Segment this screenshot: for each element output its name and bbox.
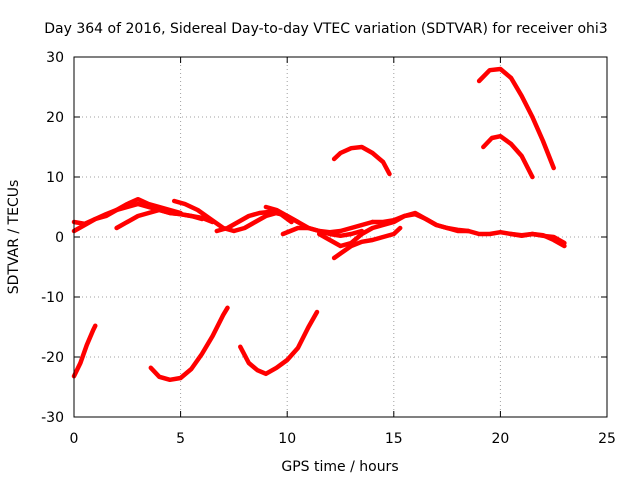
axis-ticks: 0 5 10 15 20 25 -30 -20 -10 0 10 20 30 bbox=[41, 50, 616, 447]
x-tick-label: 20 bbox=[491, 431, 509, 447]
x-tick-label: 5 bbox=[176, 431, 185, 447]
y-axis-label: SDTVAR / TECUs bbox=[6, 180, 22, 295]
y-tick-label: 20 bbox=[46, 110, 64, 126]
series-arc-6 bbox=[114, 207, 205, 231]
x-tick-label: 15 bbox=[385, 431, 403, 447]
series-layer bbox=[71, 66, 567, 383]
x-tick-label: 0 bbox=[70, 431, 79, 447]
x-axis-label: GPS time / hours bbox=[281, 459, 398, 475]
grid bbox=[74, 57, 607, 417]
y-tick-label: -20 bbox=[41, 350, 64, 366]
series-arc-10 bbox=[280, 225, 365, 239]
series-arc-15 bbox=[331, 144, 392, 177]
chart-title: Day 364 of 2016, Sidereal Day-to-day VTE… bbox=[44, 21, 607, 37]
series-arc-2 bbox=[148, 305, 230, 383]
series-arc-16 bbox=[476, 66, 556, 171]
series-arc-5 bbox=[71, 196, 183, 234]
series-arc-1 bbox=[71, 323, 98, 379]
y-tick-label: 0 bbox=[55, 230, 64, 246]
series-arc-9 bbox=[263, 204, 375, 235]
y-tick-label: 30 bbox=[46, 50, 64, 66]
y-tick-label: -10 bbox=[41, 290, 64, 306]
series-arc-14 bbox=[508, 231, 567, 246]
series-arc-3 bbox=[238, 309, 320, 377]
y-tick-label: 10 bbox=[46, 170, 64, 186]
series-arc-12 bbox=[331, 225, 403, 261]
series-arc-17 bbox=[481, 133, 535, 180]
x-tick-label: 25 bbox=[598, 431, 616, 447]
y-tick-label: -30 bbox=[41, 410, 64, 426]
x-tick-label: 10 bbox=[278, 431, 296, 447]
